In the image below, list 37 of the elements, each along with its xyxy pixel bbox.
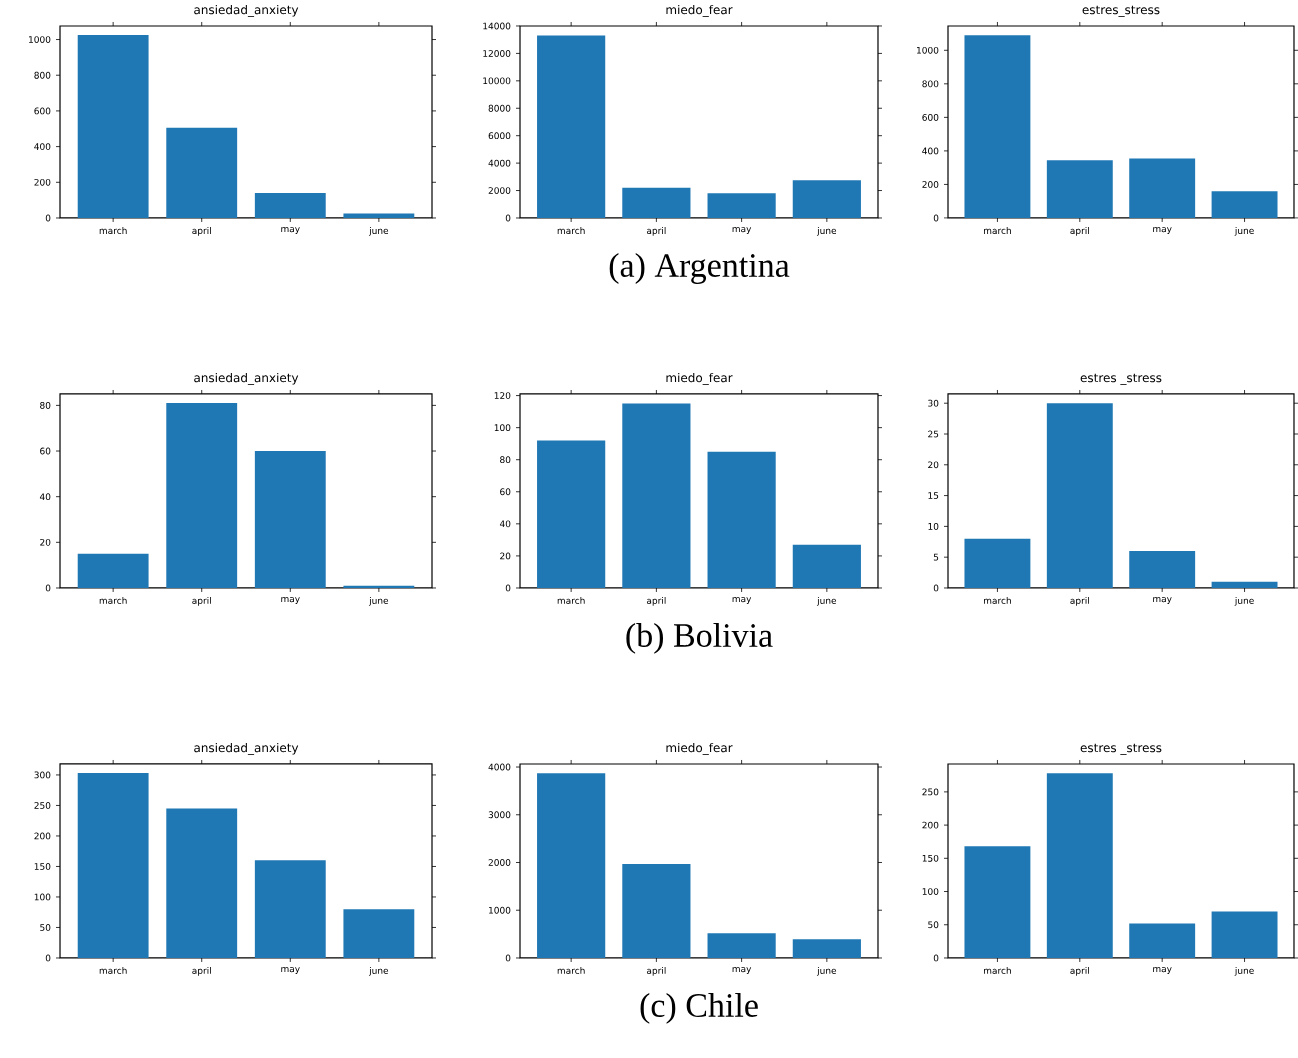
bar xyxy=(77,773,149,958)
bar xyxy=(792,180,861,218)
bar xyxy=(964,846,1031,958)
bar xyxy=(1211,911,1278,958)
bar xyxy=(537,35,606,218)
bar xyxy=(1046,160,1113,218)
bar xyxy=(707,193,776,218)
bar xyxy=(1211,191,1278,218)
bar xyxy=(254,860,326,958)
bar xyxy=(707,451,776,588)
bar xyxy=(254,451,326,588)
bar xyxy=(166,127,238,218)
text: (b) Bolivia xyxy=(626,623,773,654)
bar xyxy=(622,187,691,218)
bar xyxy=(792,544,861,588)
bar xyxy=(166,403,238,588)
bar xyxy=(707,933,776,958)
bar xyxy=(254,193,326,218)
bar xyxy=(77,553,149,588)
bar xyxy=(964,538,1031,588)
bar xyxy=(1046,403,1113,588)
bar xyxy=(1129,551,1196,588)
bar xyxy=(1046,773,1113,958)
bar xyxy=(166,808,238,958)
bar xyxy=(537,773,606,958)
bar xyxy=(622,863,691,958)
bar xyxy=(1211,581,1278,588)
bar xyxy=(1129,923,1196,958)
bar xyxy=(1129,158,1196,218)
bar xyxy=(622,403,691,588)
text: (a) Argentina xyxy=(609,253,790,284)
bar xyxy=(343,909,415,958)
bar xyxy=(964,35,1031,218)
bar xyxy=(77,35,149,218)
bar xyxy=(537,440,606,588)
text: (c) Chile xyxy=(640,993,758,1024)
bar xyxy=(792,939,861,958)
